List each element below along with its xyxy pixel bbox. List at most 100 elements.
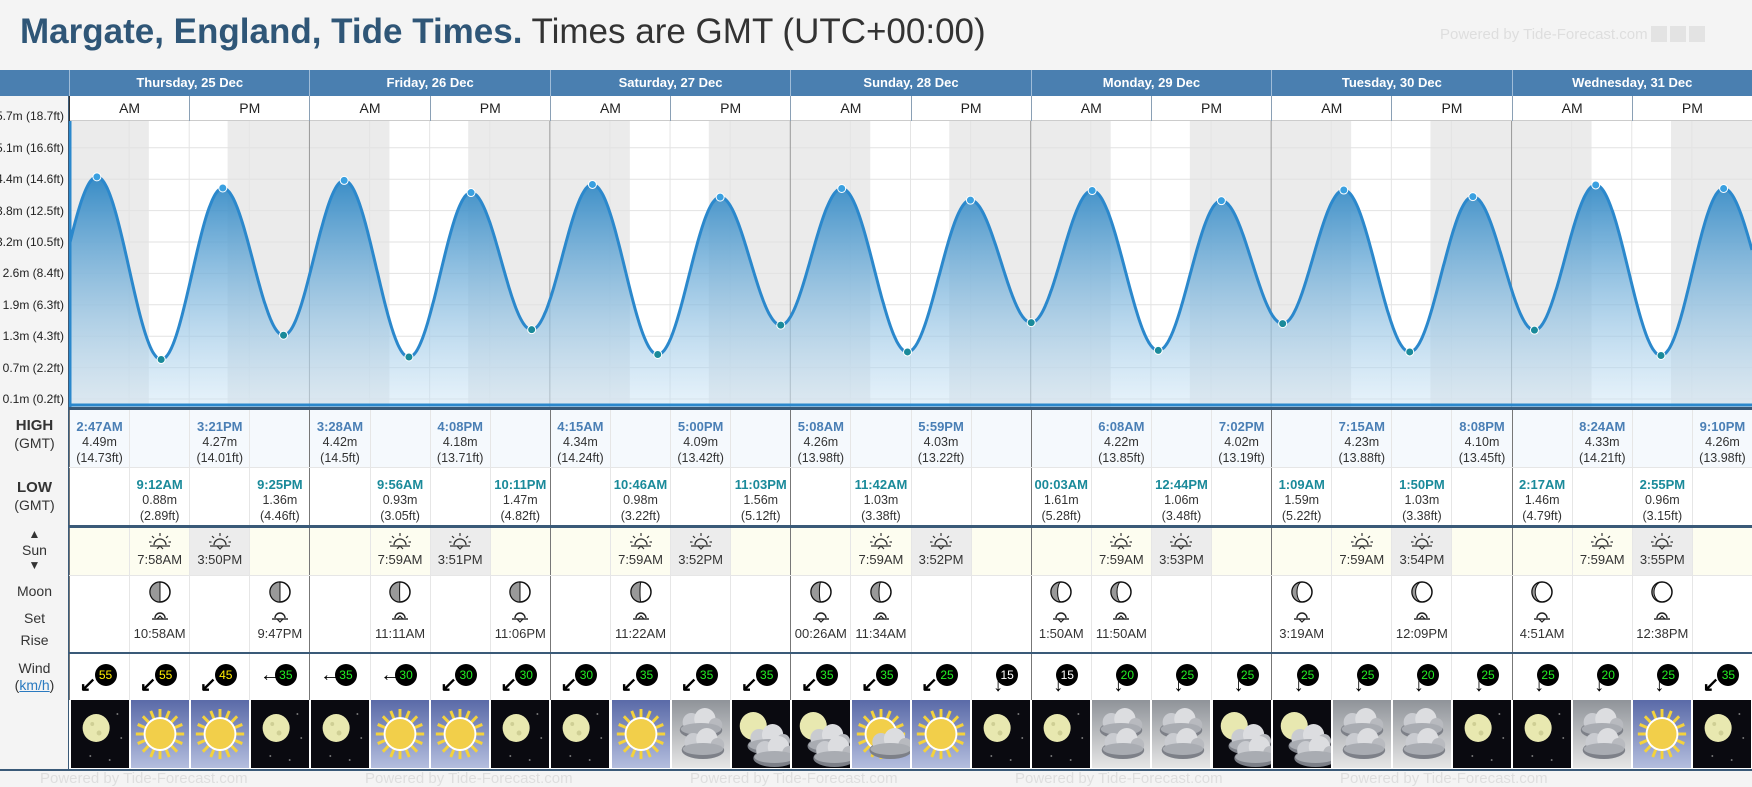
high-tide-point[interactable]: [1719, 184, 1729, 194]
weather-cloud-icon: [1332, 700, 1391, 768]
weather-cloud-icon: [1392, 700, 1451, 768]
powered-by-footer[interactable]: Powered by Tide-Forecast.com: [40, 770, 248, 787]
moonrise-time: 9:47PM: [257, 626, 303, 641]
sun-up-arrow-icon: ▲: [28, 527, 41, 541]
low-tide-point[interactable]: [1026, 318, 1036, 328]
wind-speed: 15: [996, 664, 1019, 686]
sunset-time: 3:50PM: [197, 552, 243, 567]
wind-arrow-down-left-icon: ↙: [139, 674, 157, 696]
weather-sun-icon: [130, 700, 189, 768]
weather-sun-icon: [431, 700, 490, 768]
high-tide-point[interactable]: [92, 172, 102, 182]
day-header-row: Thursday, 25 Dec Friday, 26 Dec Saturday, …: [0, 70, 1752, 96]
moon-row: 10:58AM 9:47PM 11:11AM 11:06PM 11:22AM 00:26A…: [69, 575, 1752, 652]
pm-label: PM: [429, 96, 550, 121]
wind-speed: 35: [274, 664, 297, 686]
powered-by-top[interactable]: Powered by Tide-Forecast.com: [1440, 26, 1705, 43]
wind-indicator: ↓ 25: [1522, 662, 1562, 696]
wind-arrow-down-icon: ↓: [1353, 674, 1364, 696]
cell: [1030, 528, 1091, 575]
moonrise-time: 3:19AM: [1279, 626, 1325, 641]
high-tide-point[interactable]: [715, 192, 725, 202]
powered-by-footer[interactable]: Powered by Tide-Forecast.com: [1340, 770, 1548, 787]
high-tide-cell: 7:02PM 4.02m (13.19ft): [1211, 410, 1271, 467]
wind-arrow-down-icon: ↓: [993, 674, 1004, 696]
cell: [970, 576, 1031, 652]
y-axis-tick: 0.7m (2.2ft): [2, 360, 64, 375]
wind-unit-link[interactable]: km/h: [19, 677, 50, 693]
wind-indicator: ↓ 20: [1582, 662, 1622, 696]
low-tide-point[interactable]: [1278, 319, 1288, 329]
sunrise-cell: 7:59AM: [1571, 528, 1632, 575]
high-tide-point[interactable]: [1087, 186, 1097, 196]
wind-cell: ← 30: [369, 654, 430, 700]
wind-cell: ↙ 25: [910, 654, 971, 700]
high-tide-point[interactable]: [837, 184, 847, 194]
high-tide-time: 7:02PM: [1218, 419, 1265, 434]
sunrise-cell: 7:59AM: [1090, 528, 1151, 575]
high-tide-point[interactable]: [218, 183, 228, 193]
moonset-icon: [130, 608, 189, 624]
powered-by-footer[interactable]: Powered by Tide-Forecast.com: [690, 770, 898, 787]
am-label: AM: [1271, 96, 1391, 121]
high-tide-time: 8:24AM: [1579, 419, 1626, 434]
wind-speed: 25: [1537, 664, 1560, 686]
low-tide-height-m: 1.61m: [1043, 493, 1079, 507]
powered-by-footer[interactable]: Powered by Tide-Forecast.com: [1015, 770, 1223, 787]
moonset-time: 12:38PM: [1636, 626, 1689, 641]
high-tide-height-ft: (14.24ft): [557, 451, 604, 465]
low-tide-point[interactable]: [156, 355, 166, 365]
wind-arrow-down-left-icon: ↙: [440, 674, 457, 696]
high-tide-point[interactable]: [1468, 192, 1478, 202]
low-tide-point[interactable]: [1529, 325, 1539, 335]
low-tide-point[interactable]: [1656, 350, 1666, 360]
moonrise-time: 4:51AM: [1519, 626, 1565, 641]
low-tide-point[interactable]: [404, 352, 414, 362]
weather-cell: [129, 700, 189, 769]
low-tide-point[interactable]: [1405, 347, 1415, 357]
high-tide-point[interactable]: [965, 195, 975, 205]
moonset-time: 11:50AM: [1095, 626, 1147, 641]
low-tide-point[interactable]: [279, 330, 289, 340]
low-tide-time: 11:42AM: [854, 477, 908, 492]
low-tide-cell: 1:09AM 1.59m (5.22ft): [1271, 468, 1331, 525]
high-tide-point[interactable]: [1591, 180, 1601, 190]
sunset-icon: [671, 532, 730, 552]
low-tide-point[interactable]: [902, 347, 912, 357]
high-gmt-label: (GMT): [14, 435, 55, 451]
moonset-icon: [1633, 608, 1692, 624]
low-tide-height-m: 1.03m: [863, 493, 899, 507]
high-tide-point[interactable]: [587, 179, 597, 189]
day-header: Sunday, 28 Dec: [790, 70, 1030, 96]
wind-indicator: ↙ 35: [681, 662, 721, 696]
cell: [670, 468, 730, 525]
wind-arrow-down-left-icon: ↙: [79, 674, 97, 696]
wind-speed: 25: [1236, 664, 1259, 686]
low-tide-point[interactable]: [776, 320, 786, 330]
low-tide-point[interactable]: [1153, 345, 1163, 355]
high-tide-height-m: 4.26m: [803, 435, 839, 449]
high-tide-point[interactable]: [466, 188, 476, 198]
weather-sun-icon: [190, 700, 249, 768]
wind-cell: ↙ 55: [129, 654, 189, 700]
powered-by-footer[interactable]: Powered by Tide-Forecast.com: [365, 770, 573, 787]
weather-moon-cloud-icon: [731, 700, 791, 768]
wind-indicator: ↙ 35: [861, 662, 901, 696]
high-tide-point[interactable]: [339, 175, 349, 185]
cell: [730, 528, 790, 575]
low-tide-point[interactable]: [527, 325, 537, 335]
high-tide-time: 8:08PM: [1459, 419, 1505, 434]
moon-phase-icon: [611, 580, 670, 604]
moon-phase-icon: [1092, 580, 1151, 604]
weather-cell: [69, 700, 129, 769]
sunset-time: 3:52PM: [918, 552, 964, 567]
high-tide-point[interactable]: [1339, 185, 1349, 195]
moon-phase-icon: [130, 580, 189, 604]
high-tide-height-ft: (13.71ft): [436, 451, 484, 465]
cell: [1691, 576, 1752, 652]
weather-sun-icon: [371, 700, 430, 768]
high-tide-point[interactable]: [1216, 196, 1226, 206]
high-tide-cell: 6:08AM 4.22m (13.85ft): [1090, 410, 1151, 467]
low-tide-point[interactable]: [653, 349, 663, 359]
moonset-time: 11:11AM: [375, 626, 426, 641]
